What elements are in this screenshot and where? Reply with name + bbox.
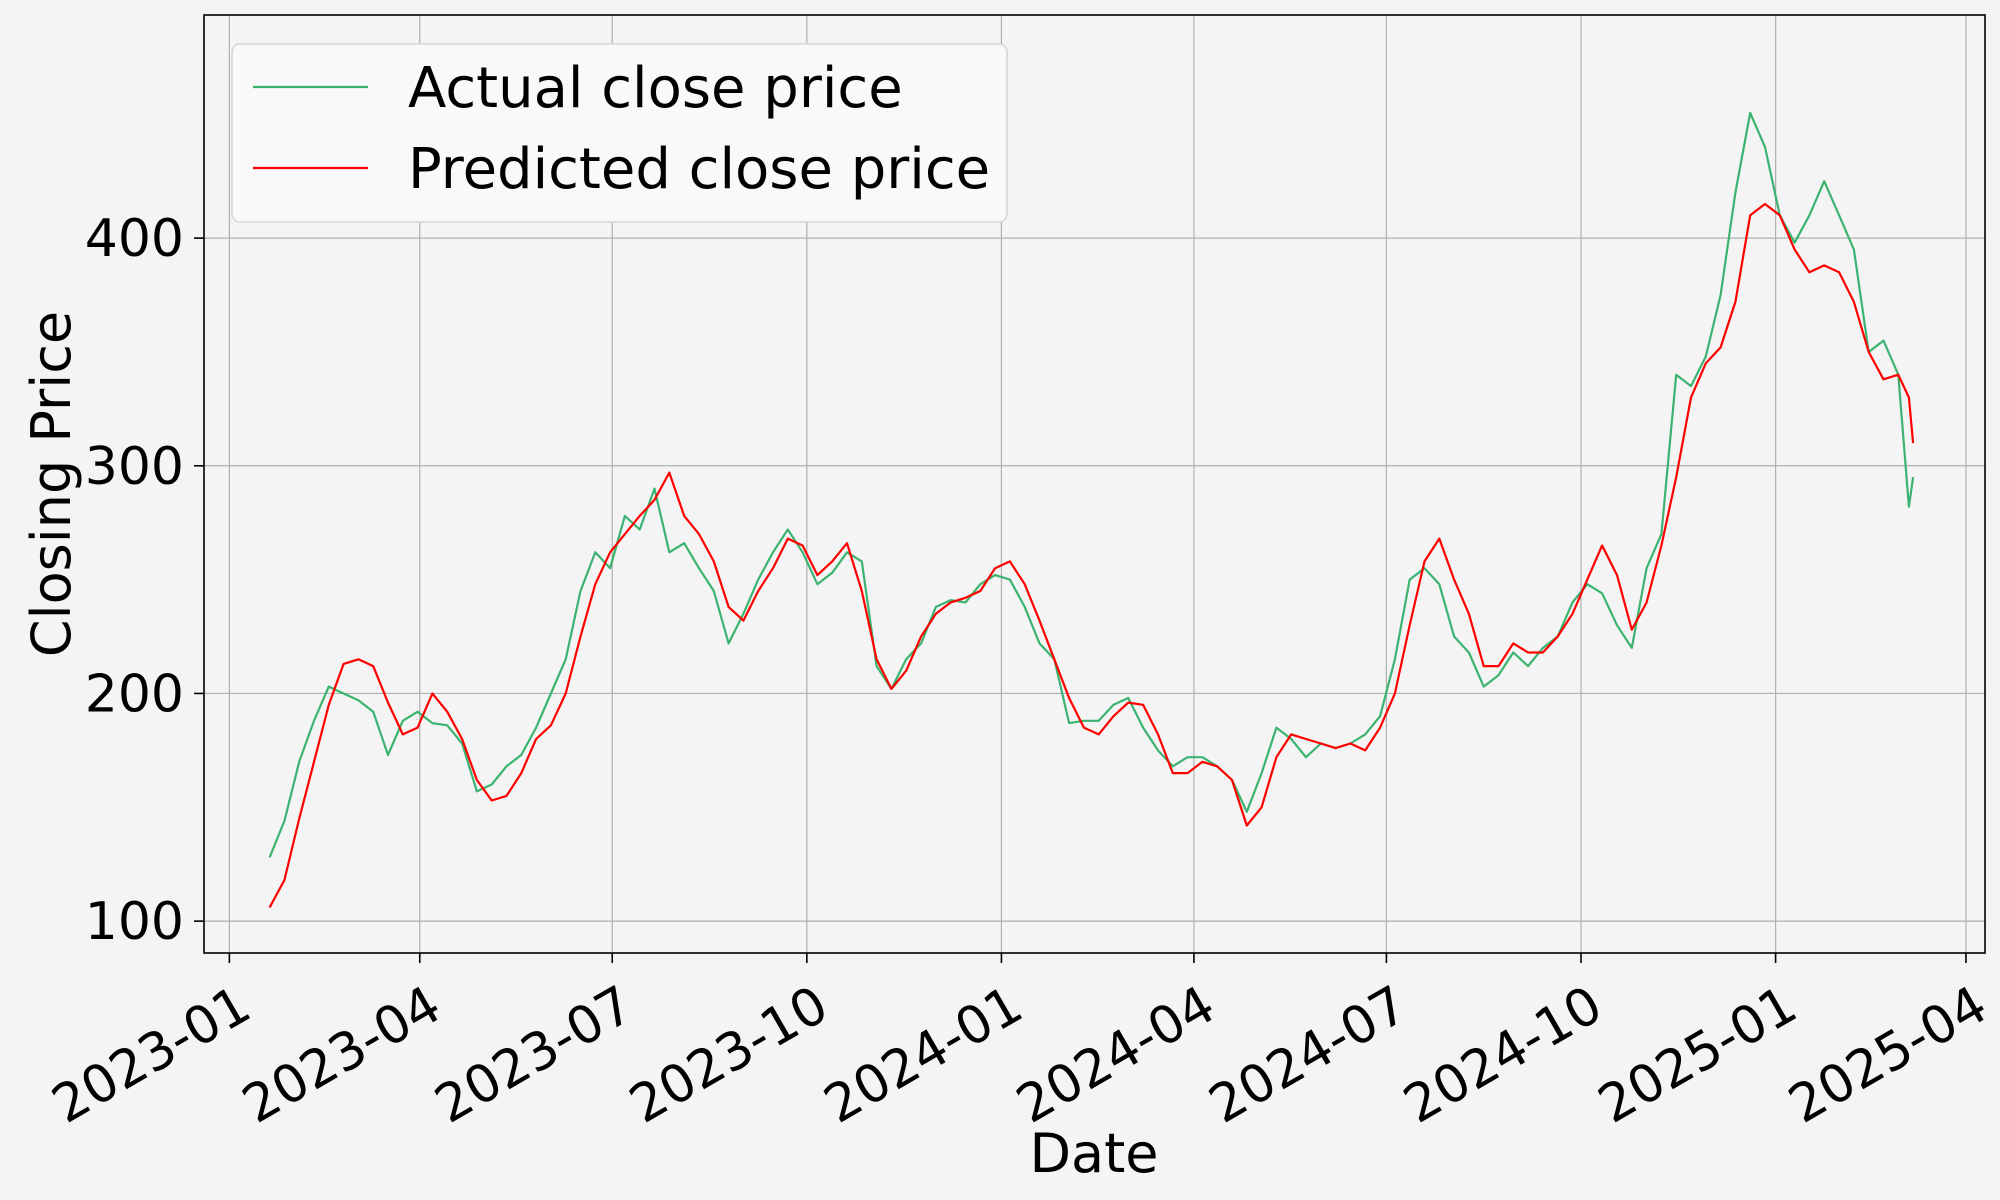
legend-label-predicted: Predicted close price [408,137,990,202]
y-tick-label: 100 [85,892,184,952]
y-axis-ticks: 100 200 300 400 [85,209,204,952]
legend: Actual close price Predicted close price [231,43,1008,223]
y-tick-label: 400 [85,209,184,269]
series-line-predicted [268,202,1915,909]
x-axis-label: Date [1029,1122,1158,1185]
y-tick-label: 300 [85,437,184,497]
legend-label-actual: Actual close price [408,56,903,121]
series-line-actual [268,111,1915,858]
y-tick-label: 200 [85,664,184,724]
legend-box [231,43,1008,223]
plot-frame [203,14,1986,954]
y-axis-label: Closing Price [20,311,83,657]
y-gridlines [204,237,1985,922]
series-layer [268,111,1915,909]
